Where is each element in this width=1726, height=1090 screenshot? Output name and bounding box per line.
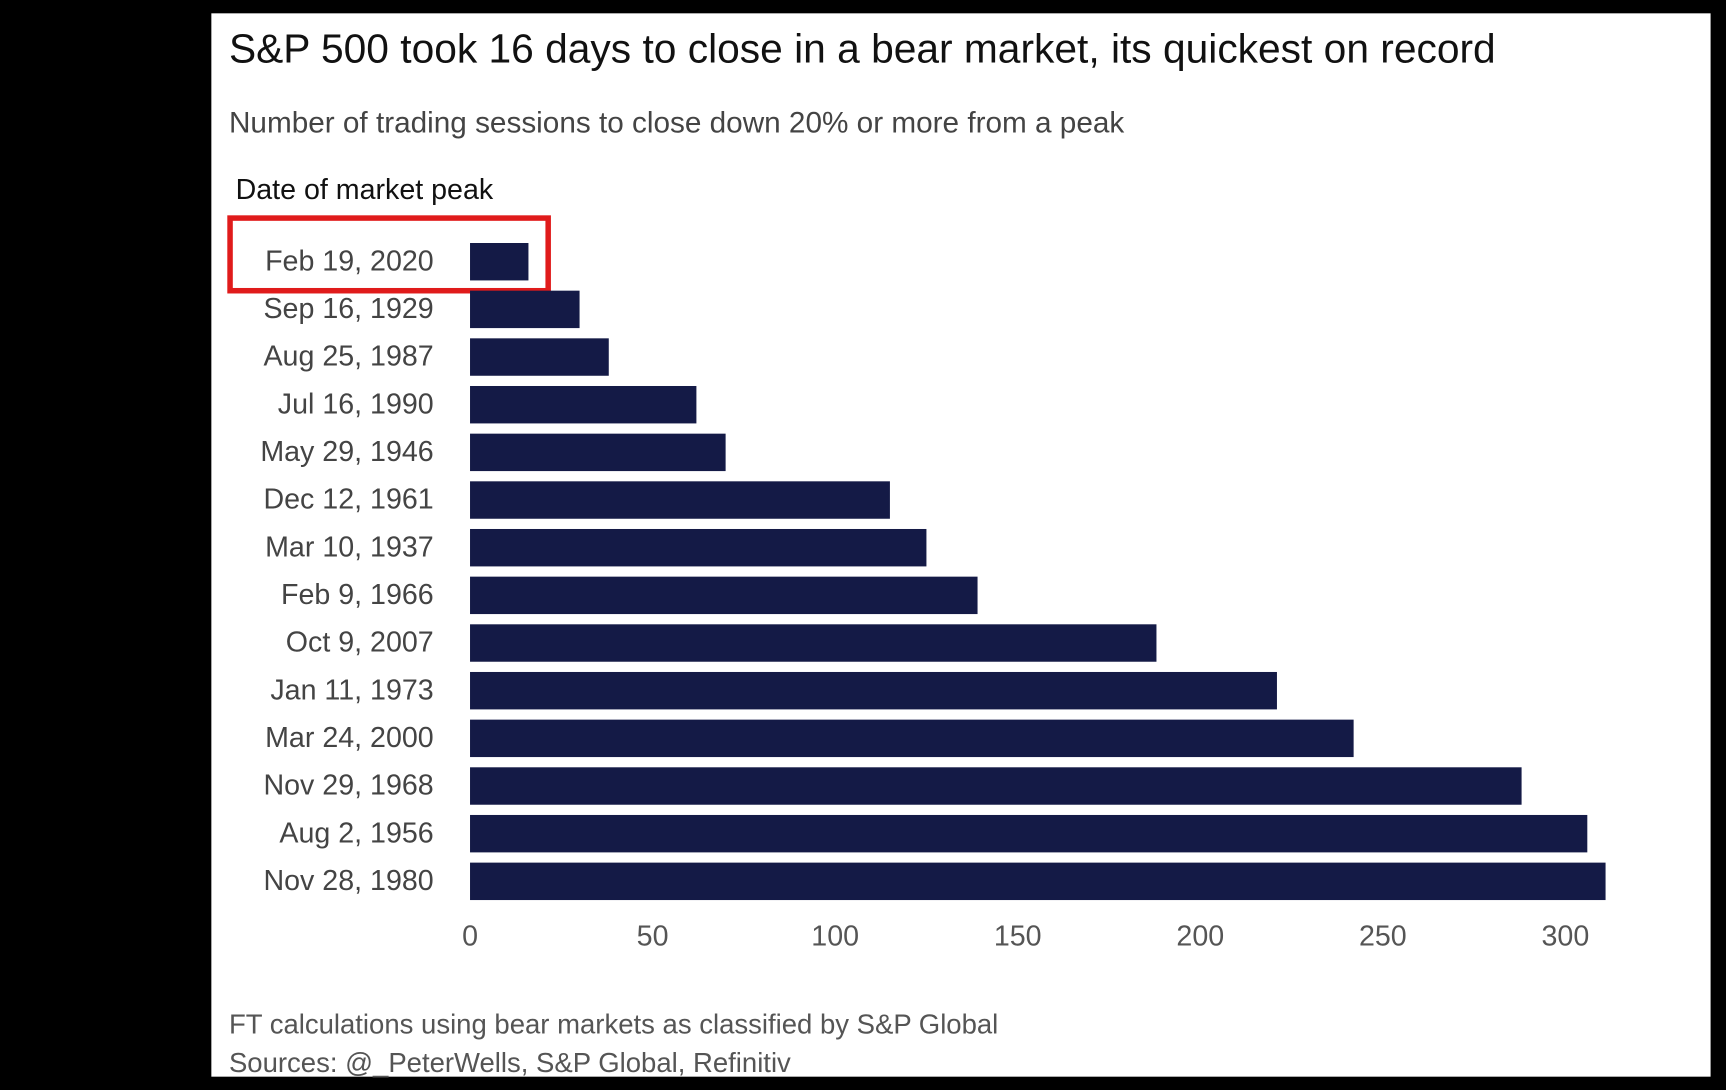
x-tick-label: 50 <box>637 921 669 953</box>
y-tick-label: Aug 2, 1956 <box>279 817 433 849</box>
panel <box>211 13 1711 1077</box>
y-tick-label: Aug 25, 1987 <box>263 341 433 373</box>
bar <box>470 433 726 472</box>
footnote: Sources: @_PeterWells, S&P Global, Refin… <box>229 1047 791 1078</box>
bar <box>470 719 1354 758</box>
y-tick-label: Nov 28, 1980 <box>263 865 433 897</box>
y-axis-label: Date of market peak <box>236 174 494 206</box>
y-tick-label: Feb 9, 1966 <box>281 579 434 611</box>
bar <box>470 862 1606 901</box>
x-tick-label: 200 <box>1176 921 1224 953</box>
x-tick-label: 100 <box>811 921 859 953</box>
bar <box>470 338 609 376</box>
bar <box>470 243 529 281</box>
bar <box>470 481 890 519</box>
highlight-box <box>227 215 551 294</box>
x-tick-label: 300 <box>1542 921 1590 953</box>
bar <box>470 385 697 424</box>
x-tick-label: 250 <box>1359 921 1407 953</box>
y-tick-label: Mar 24, 2000 <box>265 722 434 754</box>
y-tick-label: Jan 11, 1973 <box>270 674 433 706</box>
bar <box>470 671 1277 710</box>
y-tick-label: Sep 16, 1929 <box>263 293 433 325</box>
x-tick-label: 0 <box>462 921 478 953</box>
chart-title: S&P 500 took 16 days to close in a bear … <box>229 26 1496 72</box>
bar <box>470 767 1522 805</box>
chart-subtitle: Number of trading sessions to close down… <box>229 106 1124 139</box>
bar <box>470 576 978 615</box>
y-tick-label: Mar 10, 1937 <box>265 531 434 563</box>
y-tick-label: Dec 12, 1961 <box>263 484 433 516</box>
y-tick-label: Feb 19, 2020 <box>265 245 434 277</box>
bar <box>470 814 1588 853</box>
bar <box>470 624 1157 662</box>
y-tick-label: Jul 16, 1990 <box>278 388 434 420</box>
y-tick-label: Nov 29, 1968 <box>263 770 433 802</box>
y-tick-label: Oct 9, 2007 <box>286 627 434 659</box>
bar <box>470 528 927 567</box>
y-tick-label: May 29, 1946 <box>260 436 433 468</box>
footnote: FT calculations using bear markets as cl… <box>229 1008 998 1039</box>
bar <box>470 290 580 329</box>
x-tick-label: 150 <box>994 921 1042 953</box>
